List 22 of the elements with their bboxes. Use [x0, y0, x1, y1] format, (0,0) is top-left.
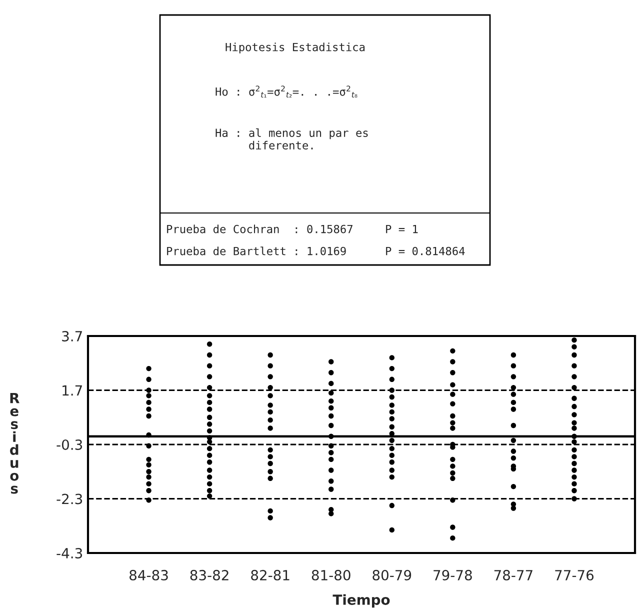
x-tick-label: 82-81	[251, 570, 290, 580]
x-tick-label: 77-76	[555, 570, 594, 580]
y-tick-label: 3.7	[62, 330, 82, 342]
x-axis-title: Tiempo	[332, 594, 390, 608]
x-tick-label: 80-79	[372, 570, 412, 580]
text: P = 0.814864	[386, 246, 465, 256]
x-tick-label: 84-83	[130, 570, 168, 580]
x-tick-label: 83-82	[190, 570, 228, 580]
y-tick-label: 1.7	[62, 385, 82, 396]
y-tick-label: -4.3	[56, 548, 82, 558]
text: Hipotesis Estadistica	[226, 42, 365, 54]
text: Ho : σ$^{2}$$_{t₁}$=σ$^{2}$$_{t₂}$=. . .=σ$^{2}$$_{t₈}$	[216, 86, 358, 98]
y-axis-title: Residuos	[10, 393, 20, 494]
x-tick-label: 78-77	[494, 570, 532, 580]
y-tick-label: -0.3	[56, 439, 82, 450]
text: Prueba de Cochran : 0.15867	[167, 224, 352, 234]
text: Prueba de Bartlett : 1.0169	[167, 246, 346, 256]
x-tick-label: 79-78	[434, 570, 472, 580]
text: Ha : al menos un par es diferente.	[216, 128, 368, 150]
y-tick-label: -2.3	[56, 494, 82, 504]
text: P = 1	[386, 224, 418, 234]
x-tick-label: 81-80	[312, 570, 350, 580]
